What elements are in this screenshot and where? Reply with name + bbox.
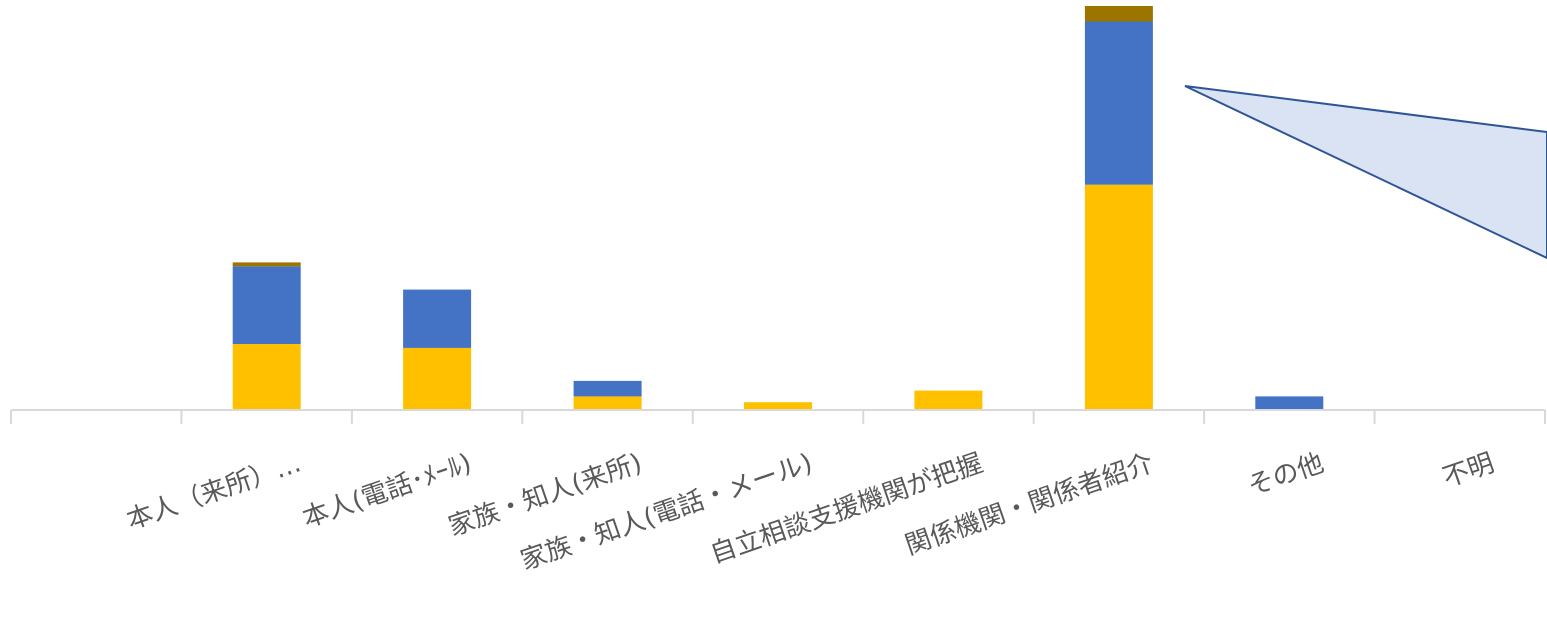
bar-segment-cat4-series0 (744, 402, 812, 410)
x-tick-labels: 本人（来所）…本人(電話･ﾒｰﾙ)家族・知人(来所)家族・知人(電話・メール)自… (123, 448, 1498, 576)
callout-triangle (1184, 85, 1547, 260)
bar-segment-cat1-series0 (232, 344, 301, 410)
bar-segment-cat3-series0 (573, 396, 642, 410)
x-tick-label: 自立相談支援機関が把握 (707, 448, 987, 569)
bar-segment-cat2-series0 (403, 347, 472, 410)
bars (232, 6, 1324, 410)
bar-segment-cat1-series2 (232, 262, 301, 267)
x-tick-label: 本人（来所）… (123, 448, 305, 536)
bar-segment-cat6-series1 (1084, 21, 1153, 185)
bar-segment-cat3-series1 (573, 380, 642, 397)
x-tick-label: その他 (1244, 448, 1328, 502)
bar-segment-cat2-series1 (403, 289, 472, 348)
bar-segment-cat5-series0 (914, 390, 983, 410)
bar-segment-cat1-series1 (232, 266, 301, 344)
x-tick-label: 家族・知人(電話・メール) (517, 448, 816, 576)
bar-segment-cat6-series0 (1084, 184, 1153, 410)
bar-segment-cat6-series2 (1084, 6, 1153, 22)
bar-segment-cat7-series1 (1255, 396, 1324, 410)
x-axis (10, 409, 1546, 424)
x-tick-label: 不明 (1439, 448, 1498, 493)
zoom-callout (1184, 85, 1547, 260)
